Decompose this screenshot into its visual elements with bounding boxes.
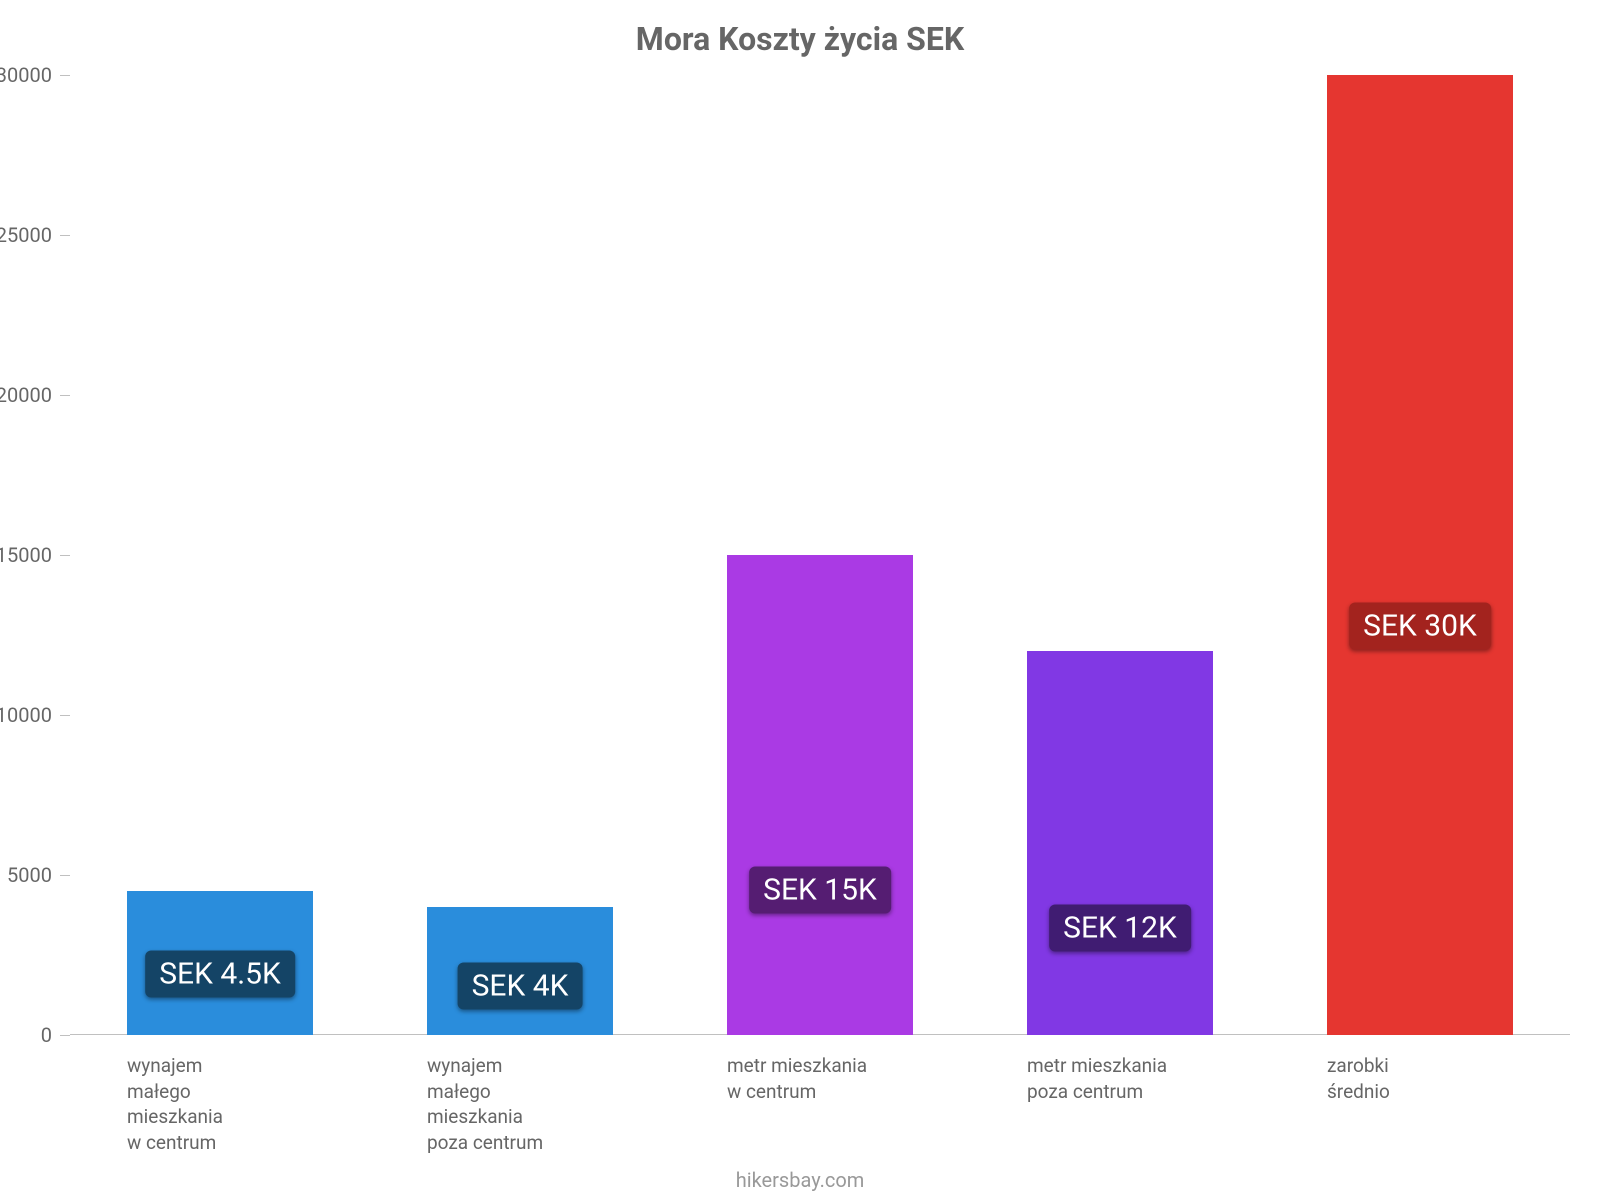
x-axis-label-line: średnio bbox=[1327, 1079, 1553, 1105]
x-axis-label: metr mieszkaniapoza centrum bbox=[1027, 1053, 1253, 1104]
y-tick-mark bbox=[60, 875, 70, 876]
y-tick-mark bbox=[60, 555, 70, 556]
y-tick-mark bbox=[60, 715, 70, 716]
x-axis-label: wynajemmałegomieszkaniapoza centrum bbox=[427, 1053, 653, 1156]
bar bbox=[727, 555, 913, 1035]
x-axis-label-line: w centrum bbox=[127, 1130, 353, 1156]
y-tick-mark bbox=[60, 395, 70, 396]
bar bbox=[1027, 651, 1213, 1035]
bar-value-label: SEK 4.5K bbox=[145, 951, 295, 998]
x-axis-label-line: zarobki bbox=[1327, 1053, 1553, 1079]
x-axis-label-line: poza centrum bbox=[427, 1130, 653, 1156]
y-tick-label: 30000 bbox=[0, 63, 52, 87]
y-tick-label: 10000 bbox=[0, 703, 52, 727]
y-tick-mark bbox=[60, 235, 70, 236]
y-tick-label: 25000 bbox=[0, 223, 52, 247]
y-tick-label: 0 bbox=[0, 1023, 52, 1047]
chart-container: Mora Koszty życia SEK 050001000015000200… bbox=[0, 0, 1600, 1200]
bar-value-label: SEK 15K bbox=[749, 867, 891, 914]
y-tick-label: 15000 bbox=[0, 543, 52, 567]
bar bbox=[1327, 75, 1513, 1035]
source-caption: hikersbay.com bbox=[0, 1168, 1600, 1192]
x-axis-label-line: metr mieszkania bbox=[727, 1053, 953, 1079]
x-axis-label-line: poza centrum bbox=[1027, 1079, 1253, 1105]
chart-title: Mora Koszty życia SEK bbox=[0, 20, 1600, 58]
x-axis-label-line: mieszkania bbox=[127, 1104, 353, 1130]
x-axis-label-line: w centrum bbox=[727, 1079, 953, 1105]
x-axis-label-line: małego bbox=[427, 1079, 653, 1105]
bar-value-label: SEK 12K bbox=[1049, 905, 1191, 952]
x-axis-label: zarobkiśrednio bbox=[1327, 1053, 1553, 1104]
x-axis-label-line: wynajem bbox=[127, 1053, 353, 1079]
x-axis-label-line: małego bbox=[127, 1079, 353, 1105]
bar-value-label: SEK 30K bbox=[1349, 603, 1491, 650]
y-tick-mark bbox=[60, 75, 70, 76]
x-axis-label-line: wynajem bbox=[427, 1053, 653, 1079]
y-tick-label: 5000 bbox=[0, 863, 52, 887]
x-axis-label-line: mieszkania bbox=[427, 1104, 653, 1130]
bar-value-label: SEK 4K bbox=[458, 963, 583, 1010]
x-axis-label: metr mieszkaniaw centrum bbox=[727, 1053, 953, 1104]
x-axis-label: wynajemmałegomieszkaniaw centrum bbox=[127, 1053, 353, 1156]
x-axis-label-line: metr mieszkania bbox=[1027, 1053, 1253, 1079]
y-tick-mark bbox=[60, 1035, 70, 1036]
plot-area: 050001000015000200002500030000SEK 4.5Kwy… bbox=[70, 75, 1570, 1035]
y-tick-label: 20000 bbox=[0, 383, 52, 407]
